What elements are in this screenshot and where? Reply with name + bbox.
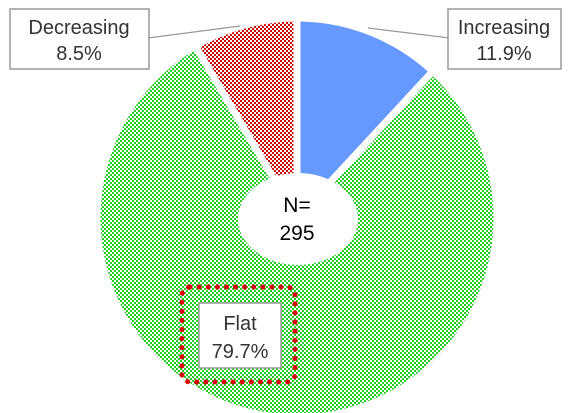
data-label-decreasing: Decreasing 8.5% xyxy=(10,9,149,69)
data-label-decreasing-value: 8.5% xyxy=(56,43,102,65)
doughnut-hole xyxy=(238,173,358,265)
center-label-line1: N= xyxy=(283,194,310,217)
center-label-line2: 295 xyxy=(279,222,314,245)
data-label-increasing-value: 11.9% xyxy=(476,43,531,65)
data-label-increasing-name: Increasing xyxy=(458,17,550,39)
data-label-flat-value: 79.7% xyxy=(212,341,269,363)
data-label-flat-name: Flat xyxy=(223,313,257,335)
data-label-flat: Flat 79.7% xyxy=(199,303,281,368)
data-label-decreasing-name: Decreasing xyxy=(28,17,129,39)
data-label-increasing: Increasing 11.9% xyxy=(448,9,561,69)
